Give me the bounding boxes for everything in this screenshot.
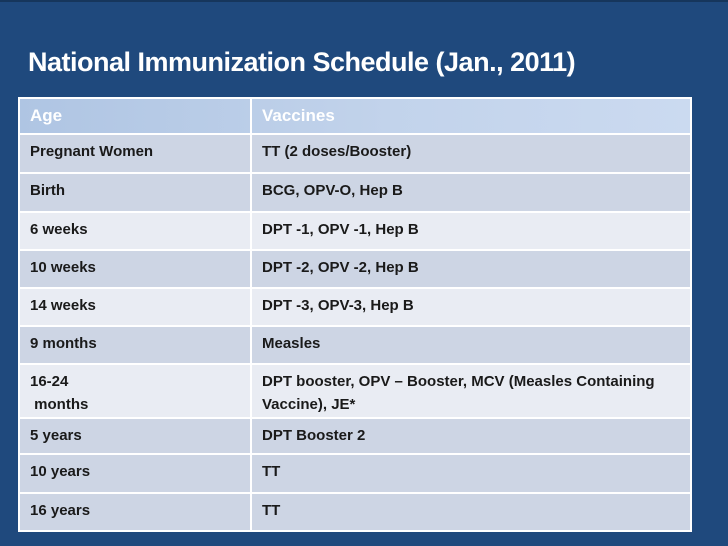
vaccines-cell: DPT -3, OPV-3, Hep B (262, 297, 414, 314)
vaccines-cell: TT (2 doses/Booster) (262, 143, 412, 160)
vaccines-cell: TT (262, 502, 281, 519)
top-edge-line (0, 0, 728, 2)
table-row-pregnant-women: Pregnant Women TT (2 doses/Booster) (20, 135, 690, 174)
vaccines-cell: DPT -1, OPV -1, Hep B (262, 221, 419, 238)
age-cell: 10 weeks (20, 251, 252, 287)
table-header-row: Age Vaccines (20, 99, 690, 135)
table-row-5-years: 5 years DPT Booster 2 (20, 419, 690, 455)
age-cell: 10 years (20, 455, 252, 492)
age-cell: Pregnant Women (20, 135, 252, 172)
vaccines-cell: DPT -2, OPV -2, Hep B (262, 259, 419, 276)
age-cell: Birth (20, 174, 252, 211)
table-row-14-weeks: 14 weeks DPT -3, OPV-3, Hep B (20, 289, 690, 327)
vaccines-cell: TT (262, 463, 281, 480)
table-row-6-weeks: 6 weeks DPT -1, OPV -1, Hep B (20, 213, 690, 251)
age-cell: 9 months (20, 327, 252, 363)
age-cell: 16-24 months (20, 365, 252, 417)
table-row-10-years: 10 years TT (20, 455, 690, 494)
vaccines-cell: BCG, OPV-O, Hep B (262, 182, 403, 199)
age-cell: 5 years (20, 419, 252, 453)
table-row-16-24-months: 16-24 months DPT booster, OPV – Booster,… (20, 365, 690, 419)
table-row-16-years: 16 years TT (20, 494, 690, 530)
column-header-age: Age (20, 99, 252, 133)
age-cell: 6 weeks (20, 213, 252, 249)
table-row-10-weeks: 10 weeks DPT -2, OPV -2, Hep B (20, 251, 690, 289)
vaccines-cell: DPT Booster 2 (262, 427, 366, 444)
table-row-birth: Birth BCG, OPV-O, Hep B (20, 174, 690, 213)
table-row-9-months: 9 months Measles (20, 327, 690, 365)
vaccines-cell: DPT booster, OPV – Booster, MCV (Measles… (262, 373, 659, 413)
immunization-schedule-table: Age Vaccines Pregnant Women TT (2 doses/… (18, 97, 692, 532)
column-header-vaccines: Vaccines (262, 106, 335, 125)
age-cell: 14 weeks (20, 289, 252, 325)
vaccines-cell: Measles (262, 335, 321, 352)
slide-title: National Immunization Schedule (Jan., 20… (28, 47, 576, 77)
age-cell: 16 years (20, 494, 252, 530)
